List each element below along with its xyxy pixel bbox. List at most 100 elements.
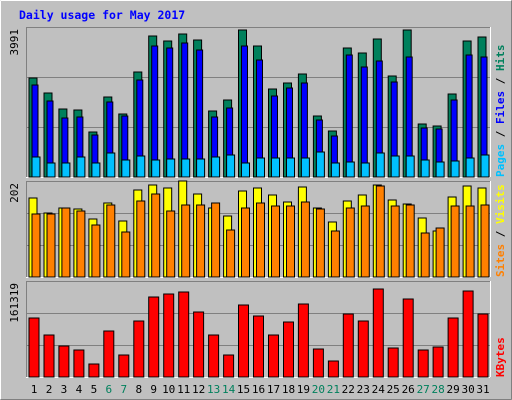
bar-files [181, 42, 189, 178]
bar-kbytes [357, 320, 369, 378]
bar-files [166, 47, 174, 178]
bar-kbytes [327, 360, 339, 378]
bar-pages [196, 158, 206, 178]
bar-pages [61, 162, 71, 178]
day-label: 31 [476, 383, 489, 396]
bar-sites [46, 213, 56, 278]
bar-kbytes [178, 291, 190, 378]
bar-kbytes [103, 330, 115, 378]
bar-sites [480, 204, 490, 278]
bar-pages [300, 157, 310, 178]
bar-sites [375, 185, 385, 278]
bar-kbytes [342, 313, 354, 378]
visitors-bars [28, 180, 490, 278]
day-label: 29 [446, 383, 459, 396]
bar-kbytes [372, 288, 384, 378]
bar-sites [226, 229, 236, 278]
visitors-panel: 202 Sites / Visits [8, 180, 507, 278]
usage-legend-entry: Hits [494, 45, 507, 72]
kbytes-bars [28, 288, 489, 378]
bar-kbytes [268, 334, 279, 378]
usage-legend-entry: / [494, 71, 507, 91]
bar-kbytes [447, 317, 459, 378]
day-label: 7 [120, 383, 127, 396]
day-label: 9 [150, 383, 157, 396]
usage-max-label: 3991 [8, 29, 21, 56]
bar-pages [360, 162, 370, 178]
bar-kbytes [223, 354, 235, 378]
bar-files [345, 54, 353, 178]
bar-kbytes [58, 345, 70, 378]
bar-kbytes [208, 334, 220, 378]
bar-sites [31, 213, 41, 278]
bar-kbytes [283, 321, 294, 378]
bar-pages [181, 158, 191, 178]
bar-pages [226, 154, 236, 178]
bar-kbytes [312, 348, 324, 378]
visitors-legend-entry: Visits [494, 184, 507, 224]
bar-sites [390, 205, 400, 278]
kbytes-panel: 161319 KBytes [8, 281, 507, 378]
bar-sites [181, 204, 191, 278]
bar-pages [136, 155, 146, 178]
day-label: 27 [417, 383, 430, 396]
day-label: 12 [192, 383, 205, 396]
bar-sites [241, 207, 250, 278]
bar-pages [286, 157, 295, 178]
bar-sites [286, 205, 295, 278]
kbytes-legend: KBytes [494, 337, 507, 377]
bar-kbytes [417, 349, 429, 378]
bar-pages [420, 159, 430, 178]
day-label: 30 [461, 383, 474, 396]
bar-sites [315, 208, 325, 278]
bar-pages [315, 151, 325, 178]
day-label: 13 [207, 383, 220, 396]
bar-kbytes [148, 296, 160, 378]
bar-kbytes [238, 304, 249, 378]
chart-title: Daily usage for May 2017 [19, 8, 185, 22]
bar-sites [211, 202, 221, 278]
bar-pages [330, 162, 340, 178]
day-label: 25 [387, 383, 400, 396]
usage-legend-entry: Files [494, 91, 507, 124]
bar-sites [465, 205, 475, 278]
bar-files [196, 49, 204, 178]
day-label: 8 [135, 383, 142, 396]
bar-sites [435, 227, 445, 278]
visitors-legend: Sites / Visits [494, 184, 507, 277]
day-label: 17 [267, 383, 280, 396]
day-label: 22 [342, 383, 355, 396]
visitors-legend-entry: / [494, 224, 507, 244]
usage-panel: 3991 Pages / Files / Hits [8, 27, 507, 178]
day-label: 14 [222, 383, 236, 396]
bar-pages [435, 161, 445, 178]
bar-kbytes [462, 290, 474, 378]
bar-pages [450, 160, 460, 178]
bar-kbytes [253, 315, 264, 378]
bar-pages [106, 152, 116, 178]
day-label: 4 [76, 383, 83, 396]
day-label: 16 [252, 383, 265, 396]
day-label: 28 [431, 383, 444, 396]
day-label: 2 [46, 383, 53, 396]
bar-pages [166, 158, 176, 178]
bar-kbytes [88, 363, 100, 378]
bar-pages [271, 157, 280, 178]
bar-pages [465, 157, 475, 178]
bar-sites [151, 193, 161, 278]
day-label: 18 [282, 383, 295, 396]
bar-sites [420, 232, 430, 278]
usage-legend-entry: / [494, 124, 507, 144]
bar-kbytes [432, 346, 444, 378]
x-axis-day-labels: 1 2 3 4 5 6 7 8 9 10 11 12 13 14 15 16 17 18 19 20 21 22 23 24 2… [31, 383, 490, 396]
bar-kbytes [118, 354, 130, 378]
bar-sites [61, 207, 71, 278]
bar-kbytes [402, 298, 414, 378]
kbytes-max-label: 161319 [8, 283, 21, 323]
visitors-max-label: 202 [8, 183, 21, 203]
day-label: 5 [91, 383, 98, 396]
bar-kbytes [297, 303, 309, 378]
bar-sites [405, 204, 415, 278]
bar-kbytes [28, 317, 40, 378]
usage-legend: Pages / Files / Hits [494, 45, 507, 178]
